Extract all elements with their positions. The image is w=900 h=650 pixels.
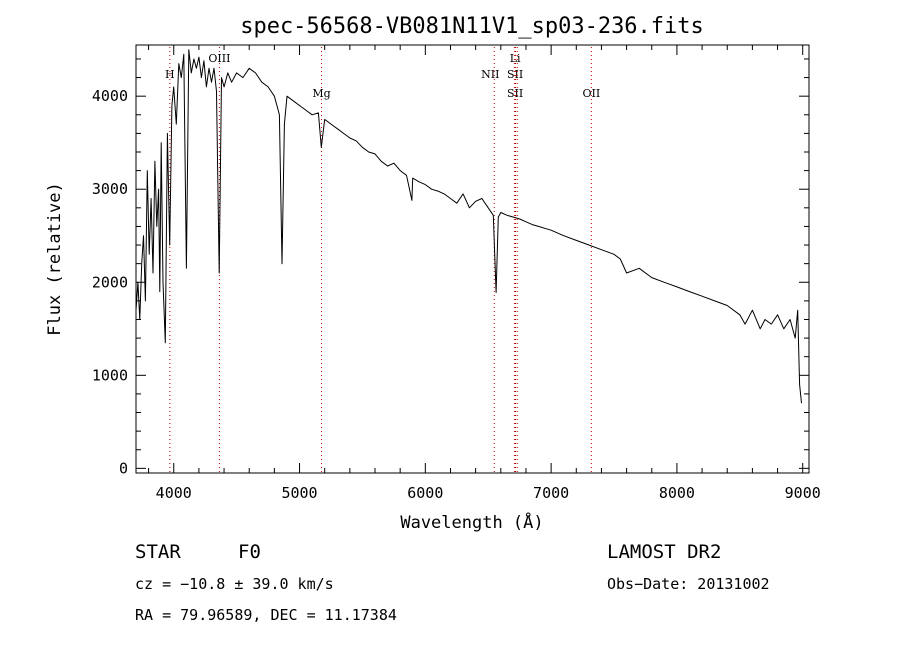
y-tick-label: 3000 xyxy=(92,180,128,198)
object-class: STAR xyxy=(135,541,181,563)
reference-line-label: SII xyxy=(507,87,523,100)
reference-line-label: H xyxy=(165,68,175,81)
spectrum-line xyxy=(135,49,802,404)
y-axis-label: Flux (relative) xyxy=(45,182,65,336)
x-axis-label: Wavelength (Å) xyxy=(400,511,543,533)
x-tick-label: 9000 xyxy=(785,484,821,502)
reference-line-label: NII xyxy=(481,68,499,81)
x-tick-label: 6000 xyxy=(407,484,443,502)
y-tick-label: 2000 xyxy=(92,273,128,291)
axis-ticks: 4000 5000 6000 7000 8000 9000 0 1000 2000 3000 400… xyxy=(92,45,821,502)
y-tick-label: 0 xyxy=(119,459,128,477)
survey-name: LAMOST DR2 xyxy=(607,541,721,563)
spectral-subclass: F0 xyxy=(238,541,261,563)
x-tick-label: 7000 xyxy=(533,484,569,502)
reference-line-label: SII xyxy=(507,68,523,81)
x-tick-label: 5000 xyxy=(281,484,317,502)
y-tick-label: 4000 xyxy=(92,87,128,105)
chart-title: spec-56568-VB081N11V1_sp03-236.fits xyxy=(240,14,704,39)
reference-line-label: Li xyxy=(510,52,521,65)
plot-frame xyxy=(135,44,810,474)
reference-lines: H OIII Mg NII Li SII SII OII xyxy=(165,47,600,473)
x-tick-label: 8000 xyxy=(659,484,695,502)
reference-line-label: OIII xyxy=(208,52,230,65)
observation-date: Obs−Date: 20131002 xyxy=(607,575,770,593)
series-layer xyxy=(135,49,802,404)
y-tick-label: 1000 xyxy=(92,366,128,384)
reference-line-label: OII xyxy=(583,87,601,100)
redshift-cz: cz = −10.8 ± 39.0 km/s xyxy=(135,575,334,593)
reference-line-label: Mg xyxy=(312,87,330,100)
sky-coordinates: RA = 79.96589, DEC = 11.17384 xyxy=(135,606,397,624)
x-tick-label: 4000 xyxy=(156,484,192,502)
